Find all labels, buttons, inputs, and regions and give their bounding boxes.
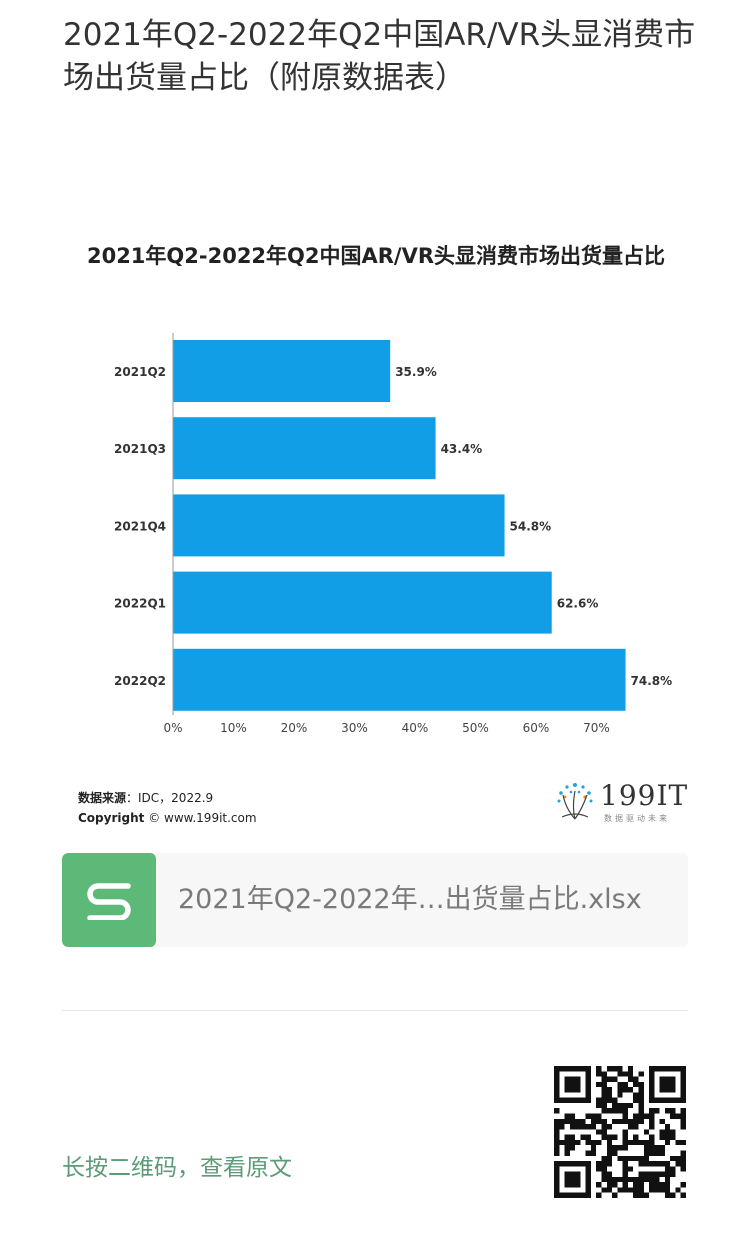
x-tick-label: 60% <box>523 721 550 735</box>
chart-image[interactable]: 2021年Q2-2022年Q2中国AR/VR头显消费市场出货量占比 2021Q2… <box>60 225 692 835</box>
bar-2021Q2 <box>173 340 391 402</box>
category-label: 2022Q2 <box>114 674 166 688</box>
bar-2021Q4 <box>173 494 505 557</box>
source-label: 数据来源 <box>78 791 127 805</box>
x-tick-label: 10% <box>220 721 247 735</box>
bar-2021Q3 <box>173 417 436 480</box>
category-label: 2021Q2 <box>114 365 166 379</box>
brand-name: 199IT <box>600 779 689 812</box>
attachment-file-card[interactable]: 2021年Q2-2022年…出货量占比.xlsx <box>62 853 688 947</box>
category-label: 2021Q4 <box>114 519 166 533</box>
data-label: 35.9% <box>395 365 437 379</box>
chart-title: 2021年Q2-2022年Q2中国AR/VR头显消费市场出货量占比 <box>86 244 666 268</box>
x-tick-label: 30% <box>341 721 368 735</box>
bar-chart: 2021Q2 35.9% 2021Q3 43.4% 2021Q4 54.8% 2022Q1 6… <box>114 333 673 735</box>
x-tick-label: 40% <box>402 721 429 735</box>
brand-tagline: 数据驱动未来 <box>604 814 670 823</box>
data-label: 54.8% <box>510 519 552 533</box>
data-label: 74.8% <box>631 674 673 688</box>
x-tick-label: 70% <box>583 721 610 735</box>
article-title: 2021年Q2-2022年Q2中国AR/VR头显消费市场出货量占比（附原数据表） <box>63 17 696 96</box>
x-tick-label: 0% <box>163 721 182 735</box>
category-label: 2022Q1 <box>114 597 166 611</box>
copyright-value: © www.199it.com <box>148 811 257 825</box>
data-label: 43.4% <box>441 442 483 456</box>
divider <box>62 1010 688 1011</box>
spreadsheet-s-icon <box>62 853 156 947</box>
bar-2022Q1 <box>173 571 552 634</box>
data-label: 62.6% <box>557 597 599 611</box>
copyright-label: Copyright <box>78 811 145 825</box>
x-tick-label: 20% <box>281 721 308 735</box>
attachment-filename: 2021年Q2-2022年…出货量占比.xlsx <box>178 884 642 915</box>
x-tick-label: 50% <box>462 721 489 735</box>
bar-2022Q2 <box>173 648 626 711</box>
source-value: ：IDC，2022.9 <box>126 791 214 805</box>
category-label: 2021Q3 <box>114 442 166 456</box>
chart-source: 数据来源：IDC，2022.9 Copyright © www.199it.co… <box>78 788 257 828</box>
qr-hint-text: 长按二维码，查看原文 <box>62 1155 292 1181</box>
qr-code[interactable] <box>554 1066 686 1198</box>
dandelion-icon <box>557 783 593 820</box>
brand-logo: 199IT 数据驱动未来 <box>552 777 687 827</box>
